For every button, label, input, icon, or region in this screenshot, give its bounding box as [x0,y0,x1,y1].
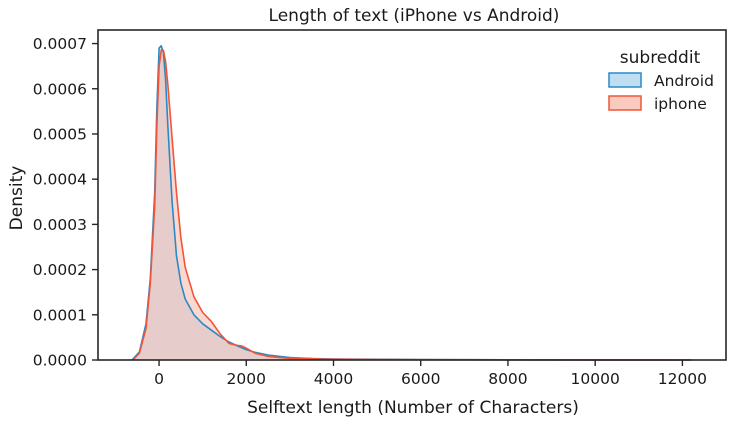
y-tick-label: 0.0005 [33,125,87,143]
x-tick-label: 8000 [488,370,527,388]
y-tick-label: 0.0000 [33,352,87,370]
x-axis: 0 2000 4000 6000 8000 10000 12000 [154,360,707,388]
x-axis-label: Selftext length (Number of Characters) [247,398,579,418]
legend-label-android: Android [654,72,714,90]
y-tick-label: 0.0001 [33,306,87,324]
line-iphone [132,49,692,361]
y-tick-label: 0.0006 [33,80,87,98]
x-tick-label: 4000 [314,370,353,388]
y-tick-label: 0.0003 [33,216,87,234]
chart-title: Length of text (iPhone vs Android) [269,6,560,26]
y-axis-label: Density [7,166,27,231]
y-tick-label: 0.0007 [33,35,87,53]
x-tick-label: 12000 [658,370,707,388]
series-layer [131,45,692,361]
plot-frame [97,29,727,361]
y-axis: 0.0000 0.0001 0.0002 0.0003 0.0004 0.0005 0.00… [33,35,98,370]
line-android [131,45,692,361]
legend-swatch-iphone [608,95,642,111]
y-tick-label: 0.0004 [33,171,87,189]
legend-title: subreddit [620,48,701,68]
legend-label-iphone: iphone [654,95,707,113]
x-tick-label: 10000 [571,370,620,388]
area-iphone [132,50,692,361]
legend-swatch-android [608,72,642,88]
x-tick-label: 0 [154,370,164,388]
x-tick-label: 2000 [227,370,266,388]
y-tick-label: 0.0002 [33,261,87,279]
area-android [132,45,692,361]
legend: subreddit Android iphone [608,48,714,113]
x-tick-label: 6000 [401,370,440,388]
